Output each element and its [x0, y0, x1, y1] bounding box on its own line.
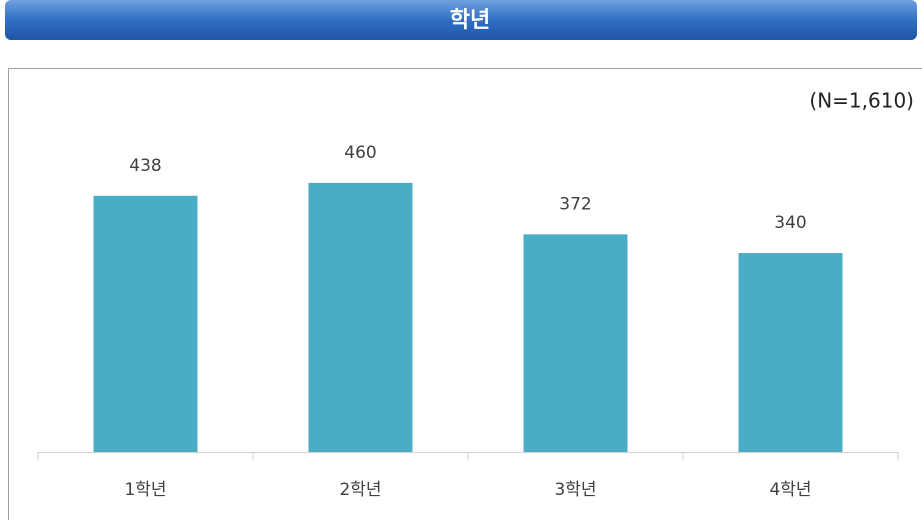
chart-title: 학년 [450, 8, 490, 33]
annotation: (N=1,610) [809, 89, 914, 113]
bar [308, 182, 413, 452]
x-tick-label: 3학년 [554, 480, 596, 500]
x-tick-label: 2학년 [339, 480, 381, 500]
data-label: 438 [129, 156, 161, 176]
bar [93, 195, 198, 452]
plot-frame [8, 68, 922, 520]
x-tick-label: 4학년 [769, 480, 811, 500]
header-bar [5, 0, 917, 40]
data-label: 340 [774, 213, 806, 233]
x-tick-label: 1학년 [124, 480, 166, 500]
bar [523, 234, 628, 452]
data-label: 372 [559, 194, 591, 214]
bar [738, 253, 843, 452]
data-label: 460 [344, 143, 376, 163]
